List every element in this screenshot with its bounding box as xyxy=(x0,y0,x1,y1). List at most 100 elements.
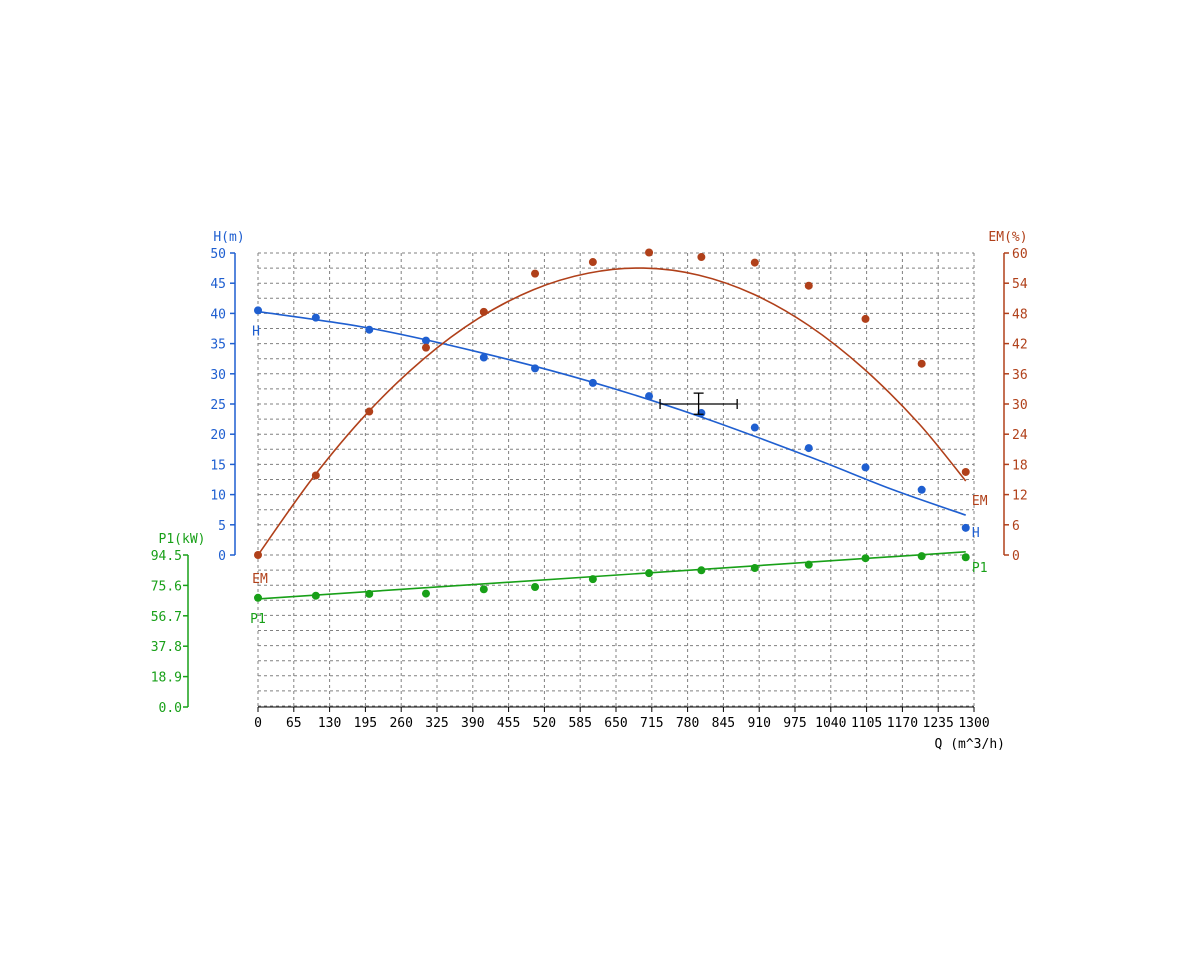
data-point xyxy=(479,353,488,362)
data-point xyxy=(531,364,540,373)
y-tick-label: 35 xyxy=(210,338,226,353)
data-point xyxy=(645,569,654,578)
data-point xyxy=(961,553,970,562)
y-tick-label: 30 xyxy=(1012,398,1028,413)
x-tick-label: 1040 xyxy=(815,716,846,731)
data-point xyxy=(254,551,262,559)
x-tick-label: 325 xyxy=(425,716,448,731)
x-axis-title: Q (m^3/h) xyxy=(935,737,1005,752)
x-tick-label: 130 xyxy=(318,716,341,731)
x-tick-label: 845 xyxy=(712,716,735,731)
y-tick-label: 36 xyxy=(1012,368,1028,383)
y-tick-label: 60 xyxy=(1012,247,1028,262)
series-label-end: P1 xyxy=(972,561,988,576)
y-tick-label: 18.9 xyxy=(151,671,182,686)
x-tick-label: 65 xyxy=(286,716,302,731)
y-tick-label: 45 xyxy=(210,277,226,292)
data-point xyxy=(750,423,759,432)
y-tick-label: 6 xyxy=(1012,519,1020,534)
x-tick-label: 1235 xyxy=(923,716,954,731)
y-axis-title: EM(%) xyxy=(988,230,1027,245)
data-point xyxy=(421,589,430,598)
y-tick-label: 5 xyxy=(218,519,226,534)
series-p1: P1 P1 xyxy=(250,550,988,627)
data-point xyxy=(479,307,488,316)
series-line xyxy=(257,550,966,600)
x-tick-label: 585 xyxy=(568,716,591,731)
data-point xyxy=(861,463,870,472)
series-label-end: EM xyxy=(972,494,988,509)
data-point xyxy=(421,343,430,352)
data-point xyxy=(697,253,706,262)
y-axis-p1: 0.0 18.9 37.8 56.7 75.6 94.5 P1(kW) xyxy=(151,532,206,716)
x-tick-label: 715 xyxy=(640,716,663,731)
y-axis-h: 0 5 10 15 20 25 30 35 40 45 50 H(m) xyxy=(210,230,244,564)
data-point xyxy=(588,258,597,267)
y-tick-label: 37.8 xyxy=(151,640,182,655)
data-point xyxy=(311,591,320,600)
x-tick-label: 390 xyxy=(461,716,484,731)
x-tick-label: 0 xyxy=(254,716,262,731)
data-point xyxy=(365,325,374,334)
x-tick-label: 650 xyxy=(604,716,627,731)
data-point xyxy=(861,314,870,323)
data-point xyxy=(804,444,813,453)
x-tick-label: 1170 xyxy=(887,716,918,731)
y-tick-label: 15 xyxy=(210,458,226,473)
data-point xyxy=(750,258,759,267)
data-point xyxy=(531,269,540,278)
series-label-start: EM xyxy=(252,572,268,587)
x-tick-label: 1105 xyxy=(851,716,882,731)
y-tick-label: 40 xyxy=(210,307,226,322)
data-point xyxy=(531,583,540,592)
y-tick-label: 0.0 xyxy=(159,701,182,716)
x-tick-label: 195 xyxy=(354,716,377,731)
data-point xyxy=(365,407,374,416)
x-tick-label: 780 xyxy=(676,716,699,731)
series-h: HH xyxy=(252,306,980,541)
data-point xyxy=(311,471,320,480)
x-tick-label: 1300 xyxy=(958,716,989,731)
series-label-start: P1 xyxy=(250,612,266,627)
y-tick-label: 24 xyxy=(1012,428,1028,443)
data-point xyxy=(254,306,262,315)
y-tick-label: 12 xyxy=(1012,489,1028,504)
data-point xyxy=(697,566,706,575)
data-point xyxy=(804,560,813,569)
y-axis-em: 0 6 12 18 24 30 36 42 48 54 60 EM(%) xyxy=(988,230,1027,564)
y-axis-title: H(m) xyxy=(213,230,244,245)
series-line xyxy=(257,310,967,516)
y-axis-title: P1(kW) xyxy=(159,532,206,547)
y-tick-label: 56.7 xyxy=(151,610,182,625)
x-tick-label: 910 xyxy=(747,716,770,731)
data-point xyxy=(697,409,706,418)
data-point xyxy=(804,281,813,290)
data-point xyxy=(588,575,597,584)
y-tick-label: 42 xyxy=(1012,338,1028,353)
data-point xyxy=(645,392,654,401)
data-point xyxy=(961,467,970,476)
x-tick-label: 455 xyxy=(497,716,520,731)
grid xyxy=(257,252,975,707)
x-axis: 0 65 130 195 260 325 390 455 520 585 650 715 780 845 9… xyxy=(254,706,1005,752)
y-tick-label: 54 xyxy=(1012,277,1028,292)
x-tick-label: 975 xyxy=(783,716,806,731)
y-tick-label: 0 xyxy=(1012,549,1020,564)
data-point xyxy=(917,552,926,561)
y-tick-label: 50 xyxy=(210,247,226,262)
y-tick-label: 10 xyxy=(210,489,226,504)
data-point xyxy=(917,359,926,368)
data-point xyxy=(750,564,759,573)
series-label-start: H xyxy=(252,325,260,340)
data-point xyxy=(588,378,597,387)
data-point xyxy=(645,248,654,257)
y-tick-label: 94.5 xyxy=(151,549,182,564)
x-tick-label: 260 xyxy=(389,716,412,731)
data-point xyxy=(917,485,926,494)
operating-point-marker xyxy=(659,392,738,415)
data-point xyxy=(961,523,970,532)
data-point xyxy=(421,336,430,345)
data-point xyxy=(479,585,488,594)
series-line xyxy=(257,267,967,556)
